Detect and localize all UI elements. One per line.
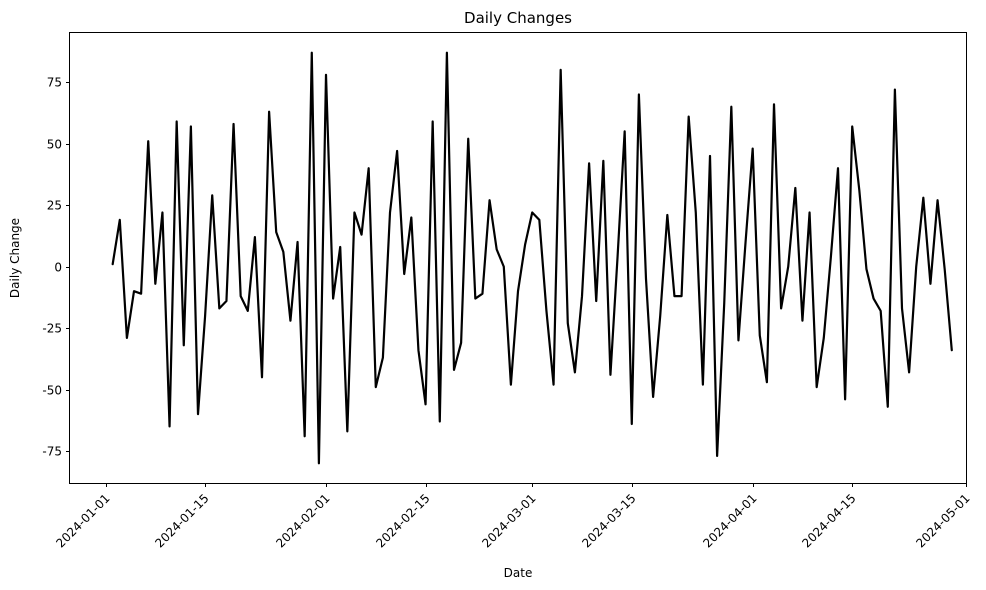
plot-frame bbox=[69, 32, 967, 484]
y-axis: -75 -50 -25 0 25 50 75 bbox=[42, 76, 70, 459]
y-tick-label: 75 bbox=[47, 76, 62, 90]
x-tick-label: 2024-02-01 bbox=[273, 491, 332, 550]
y-tick-label: 25 bbox=[47, 199, 62, 213]
x-tick-label: 2024-03-01 bbox=[479, 491, 538, 550]
y-tick-label: 0 bbox=[54, 261, 62, 275]
daily-change-line bbox=[111, 51, 953, 465]
y-axis-label: Daily Change bbox=[8, 218, 22, 298]
x-tick-label: 2024-01-15 bbox=[152, 491, 211, 550]
y-tick-label: -25 bbox=[42, 322, 62, 336]
y-tick-label: -50 bbox=[42, 384, 62, 398]
x-tick-label: 2024-04-01 bbox=[700, 491, 759, 550]
x-axis: 2024-01-01 2024-01-15 2024-02-01 2024-02-15… bbox=[53, 483, 973, 550]
x-tick-label: 2024-05-01 bbox=[913, 491, 972, 550]
x-tick-label: 2024-03-15 bbox=[579, 491, 638, 550]
x-tick-label: 2024-04-15 bbox=[799, 491, 858, 550]
y-tick-label: -75 bbox=[42, 445, 62, 459]
y-tick-label: 50 bbox=[47, 138, 62, 152]
x-tick-label: 2024-02-15 bbox=[373, 491, 432, 550]
x-axis-label: Date bbox=[504, 566, 533, 580]
chart-title: Daily Changes bbox=[464, 9, 572, 27]
plot-area bbox=[69, 32, 967, 484]
x-tick-label: 2024-01-01 bbox=[53, 491, 112, 550]
